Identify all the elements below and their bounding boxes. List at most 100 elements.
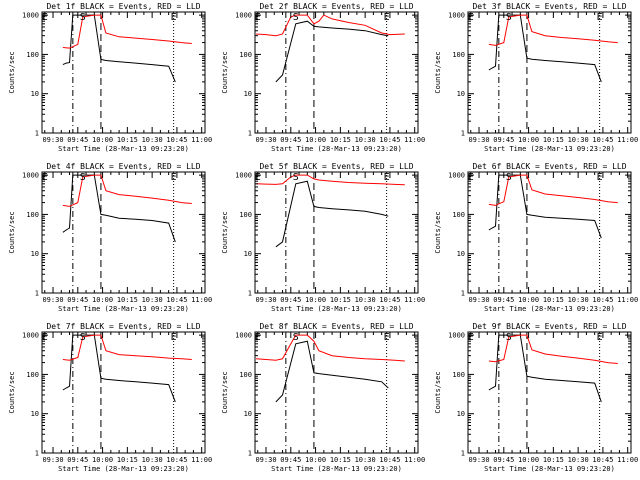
- data-layer: [488, 12, 618, 133]
- x-tick-label: 09:45: [280, 456, 301, 464]
- y-tick-label: 1000: [448, 12, 465, 20]
- series-events: [488, 14, 602, 83]
- panel-title: Det 1f BLACK = Events, RED = LLD: [46, 2, 200, 11]
- axes-frame: [467, 171, 632, 294]
- annotation-label: E: [468, 332, 474, 343]
- y-tick-label: 10: [31, 90, 39, 98]
- series-events: [62, 14, 176, 83]
- x-tick-label: 11:00: [617, 296, 638, 304]
- x-tick-label: 11:00: [617, 136, 638, 144]
- x-tick-label: 10:45: [592, 456, 613, 464]
- x-tick-label: 09:30: [42, 296, 63, 304]
- x-tick-label: 10:30: [142, 296, 163, 304]
- y-axis-label: Counts/sec: [8, 211, 16, 253]
- x-tick-label: 10:30: [568, 296, 589, 304]
- data-layer: [256, 332, 405, 453]
- data-layer: [256, 172, 405, 293]
- y-tick-label: 10: [244, 90, 252, 98]
- x-tick-label: 09:45: [67, 296, 88, 304]
- axes-frame: [254, 171, 419, 294]
- x-tick-label: 10:30: [355, 456, 376, 464]
- x-axis-label: Start Time (28-Mar-13 09:23:20): [58, 465, 189, 473]
- series-events: [275, 180, 389, 248]
- annotation-label: E: [384, 12, 390, 23]
- x-tick-label: 10:15: [543, 136, 564, 144]
- x-tick-label: 10:00: [305, 296, 326, 304]
- y-tick-label: 1000: [235, 172, 252, 180]
- x-tick-label: 10:30: [568, 456, 589, 464]
- annotation-label: S: [80, 12, 86, 23]
- y-tick-label: 1: [35, 290, 39, 298]
- x-tick-label: 09:30: [468, 136, 489, 144]
- y-axis-label: Counts/sec: [221, 211, 229, 253]
- annotation-label: E: [597, 332, 603, 343]
- y-tick-label: 1: [35, 130, 39, 138]
- annotation-label: E: [42, 172, 48, 183]
- x-tick-label: 09:45: [493, 136, 514, 144]
- y-tick-label: 10: [457, 90, 465, 98]
- y-tick-label: 1000: [22, 332, 39, 340]
- y-tick-label: 1: [461, 130, 465, 138]
- x-tick-label: 10:15: [117, 296, 138, 304]
- y-axis-label: Counts/sec: [434, 211, 442, 253]
- x-tick-label: 11:00: [404, 136, 425, 144]
- y-axis-label: Counts/sec: [434, 371, 442, 413]
- x-tick-label: 10:15: [330, 136, 351, 144]
- series-lld: [488, 14, 618, 46]
- x-tick-label: 10:45: [166, 136, 187, 144]
- axes-frame: [254, 11, 419, 134]
- panel-title: Det 2f BLACK = Events, RED = LLD: [259, 2, 413, 11]
- panel-title: Det 5f BLACK = Events, RED = LLD: [259, 162, 413, 171]
- y-tick-label: 1: [461, 450, 465, 458]
- y-tick-label: 1: [248, 290, 252, 298]
- annotation-label: E: [384, 332, 390, 343]
- x-tick-label: 09:45: [280, 136, 301, 144]
- axes-frame: [467, 11, 632, 134]
- series-lld: [62, 334, 192, 361]
- panel-title: Det 8f BLACK = Events, RED = LLD: [259, 322, 413, 331]
- x-tick-label: 11:00: [191, 456, 212, 464]
- annotation-label: E: [255, 332, 261, 343]
- x-axis-label: Start Time (28-Mar-13 09:23:20): [484, 145, 615, 153]
- y-tick-label: 100: [239, 211, 252, 219]
- axes-frame: [41, 11, 206, 134]
- x-tick-label: 10:00: [305, 136, 326, 144]
- annotation-label: E: [42, 332, 48, 343]
- x-tick-label: 10:45: [592, 136, 613, 144]
- series-lld: [256, 334, 405, 362]
- x-tick-label: 09:45: [493, 296, 514, 304]
- annotation-label: E: [255, 12, 261, 23]
- x-tick-label: 10:00: [92, 296, 113, 304]
- x-axis-label: Start Time (28-Mar-13 09:23:20): [484, 465, 615, 473]
- annotation-label: S: [293, 172, 299, 183]
- y-tick-label: 10: [457, 250, 465, 258]
- annotation-label: E: [171, 332, 177, 343]
- x-axis-label: Start Time (28-Mar-13 09:23:20): [271, 145, 402, 153]
- x-axis-label: Start Time (28-Mar-13 09:23:20): [58, 145, 189, 153]
- series-events: [488, 174, 602, 239]
- series-lld: [62, 174, 192, 207]
- x-tick-label: 09:30: [255, 296, 276, 304]
- series-events: [62, 174, 176, 243]
- series-events: [62, 334, 176, 403]
- annotation-label: E: [597, 12, 603, 23]
- y-tick-label: 1000: [235, 12, 252, 20]
- axes-frame: [41, 171, 206, 294]
- x-tick-label: 09:45: [493, 456, 514, 464]
- x-tick-label: 09:30: [255, 456, 276, 464]
- x-axis-label: Start Time (28-Mar-13 09:23:20): [271, 305, 402, 313]
- y-tick-label: 100: [239, 371, 252, 379]
- x-tick-label: 10:15: [543, 296, 564, 304]
- x-tick-label: 10:30: [142, 136, 163, 144]
- x-tick-label: 10:15: [117, 136, 138, 144]
- data-layer: [62, 12, 192, 133]
- y-tick-label: 10: [244, 250, 252, 258]
- series-lld: [256, 174, 405, 186]
- annotation-label: S: [80, 172, 86, 183]
- axes-frame: [467, 331, 632, 454]
